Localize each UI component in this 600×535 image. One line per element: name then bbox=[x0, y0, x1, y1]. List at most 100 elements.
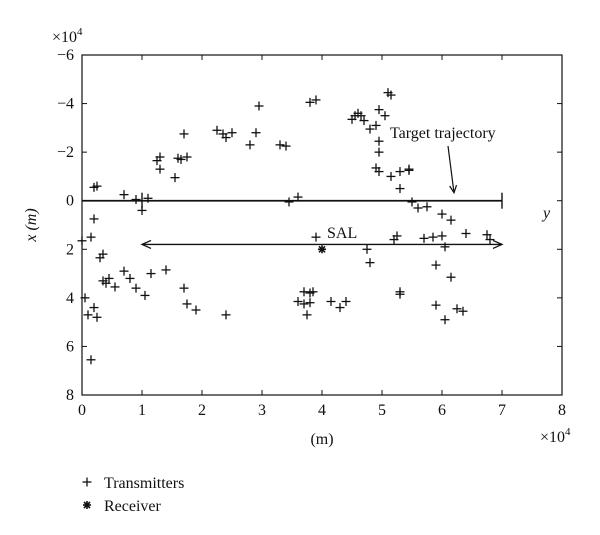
x-tick-label: 6 bbox=[438, 402, 446, 419]
x-tick-label: 4 bbox=[318, 402, 326, 419]
transmitter-point bbox=[386, 171, 396, 181]
transmitter-point bbox=[374, 136, 384, 146]
transmitter-point bbox=[146, 269, 156, 279]
transmitter-point bbox=[179, 129, 189, 139]
transmitter-point bbox=[98, 249, 108, 259]
transmitter-point bbox=[176, 154, 186, 164]
transmitter-point bbox=[428, 232, 438, 242]
y-tick-label: 2 bbox=[66, 241, 74, 258]
transmitter-point bbox=[125, 273, 135, 283]
transmitter-point bbox=[461, 229, 471, 238]
transmitter-point bbox=[221, 310, 231, 320]
transmitter-point bbox=[431, 300, 441, 310]
transmitter-point bbox=[251, 128, 261, 138]
transmitter-point bbox=[392, 231, 402, 241]
transmitter-point bbox=[404, 165, 414, 175]
transmitter-point bbox=[86, 232, 96, 242]
transmitter-point bbox=[182, 299, 192, 309]
transmitter-point bbox=[80, 293, 90, 303]
transmitter-point bbox=[179, 283, 189, 293]
transmitter-point bbox=[227, 128, 237, 138]
y-tick-label: 6 bbox=[66, 338, 74, 355]
transmitter-point bbox=[485, 235, 495, 245]
y-multiplier-exponent: 4 bbox=[77, 26, 83, 38]
y-axis-label: x (m) bbox=[23, 208, 40, 242]
transmitter-point bbox=[371, 120, 381, 130]
transmitter-point bbox=[431, 260, 441, 270]
transmitter-point bbox=[395, 289, 405, 299]
transmitter-point bbox=[182, 152, 192, 162]
transmitter-point bbox=[359, 116, 369, 126]
plot-area-frame bbox=[81, 54, 563, 396]
legend-receiver-label: Receiver bbox=[104, 498, 162, 515]
transmitter-point bbox=[365, 124, 375, 134]
x-multiplier-exponent: 4 bbox=[565, 426, 571, 438]
transmitter-point bbox=[452, 304, 462, 314]
transmitter-point bbox=[140, 290, 150, 300]
transmitter-point bbox=[275, 140, 285, 150]
transmitter-point bbox=[437, 209, 447, 219]
transmitter-point bbox=[341, 297, 351, 306]
transmitter-point bbox=[119, 190, 129, 200]
transmitter-point bbox=[335, 303, 345, 313]
transmitter-point bbox=[92, 181, 102, 191]
transmitter-point bbox=[380, 111, 390, 121]
transmitter-point bbox=[170, 173, 180, 183]
transmitter-point bbox=[413, 203, 423, 213]
transmitter-point bbox=[386, 90, 396, 100]
y-tick-label: −4 bbox=[57, 96, 74, 113]
y-tick-label: −2 bbox=[57, 144, 74, 161]
transmitter-point bbox=[212, 125, 222, 135]
x-tick-label: 1 bbox=[138, 402, 146, 419]
transmitter-point bbox=[92, 312, 102, 322]
sal-arrowhead-right bbox=[492, 239, 504, 250]
x-multiplier-label: ×104 bbox=[540, 426, 571, 446]
transmitter-point bbox=[284, 197, 294, 207]
transmitter-point bbox=[440, 242, 450, 252]
transmitter-point bbox=[254, 101, 264, 111]
transmitter-point bbox=[302, 310, 312, 320]
x-axis-label: (m) bbox=[310, 431, 333, 448]
y-tick-label: 0 bbox=[66, 193, 74, 210]
transmitter-point bbox=[311, 232, 321, 242]
transmitter-point bbox=[119, 266, 129, 276]
legend-transmitters-label: Transmitters bbox=[104, 475, 184, 492]
transmitter-point bbox=[161, 265, 171, 275]
transmitter-point bbox=[305, 298, 315, 308]
transmitter-point bbox=[131, 283, 141, 293]
legend: Transmitters Receiver bbox=[82, 475, 184, 515]
transmitter-point bbox=[86, 355, 96, 365]
transmitter-point bbox=[419, 233, 429, 243]
x-tick-label: 8 bbox=[558, 402, 566, 419]
transmitter-point bbox=[395, 167, 405, 177]
x-tick-label: 5 bbox=[378, 402, 386, 419]
legend-receiver-marker bbox=[83, 501, 91, 509]
transmitter-point bbox=[446, 272, 456, 282]
transmitter-point bbox=[365, 258, 375, 268]
transmitter-point bbox=[191, 305, 201, 315]
transmitter-point bbox=[83, 310, 93, 320]
y-tick-label: 8 bbox=[66, 387, 74, 404]
transmitter-point bbox=[422, 202, 432, 212]
transmitter-point bbox=[326, 297, 336, 306]
transmitter-point bbox=[482, 230, 492, 240]
transmitter-point bbox=[311, 95, 321, 105]
transmitter-point bbox=[308, 287, 318, 297]
transmitter-point bbox=[281, 141, 291, 151]
y-multiplier-label: ×104 bbox=[52, 26, 83, 46]
transmitter-point bbox=[458, 306, 468, 316]
transmitter-point bbox=[89, 214, 99, 224]
transmitter-point bbox=[395, 184, 405, 194]
transmitter-point bbox=[110, 282, 120, 292]
transmitter-point bbox=[374, 147, 384, 157]
transmitter-point bbox=[440, 315, 450, 325]
target-trajectory-arrow bbox=[447, 145, 455, 193]
receiver-point bbox=[318, 245, 326, 254]
transmitter-point bbox=[221, 133, 231, 143]
x-tick-label: 0 bbox=[78, 402, 86, 419]
transmitter-point bbox=[89, 303, 99, 313]
y-axis-tag: y bbox=[541, 205, 551, 222]
transmitter-point bbox=[407, 197, 417, 207]
transmitter-point bbox=[305, 97, 315, 107]
